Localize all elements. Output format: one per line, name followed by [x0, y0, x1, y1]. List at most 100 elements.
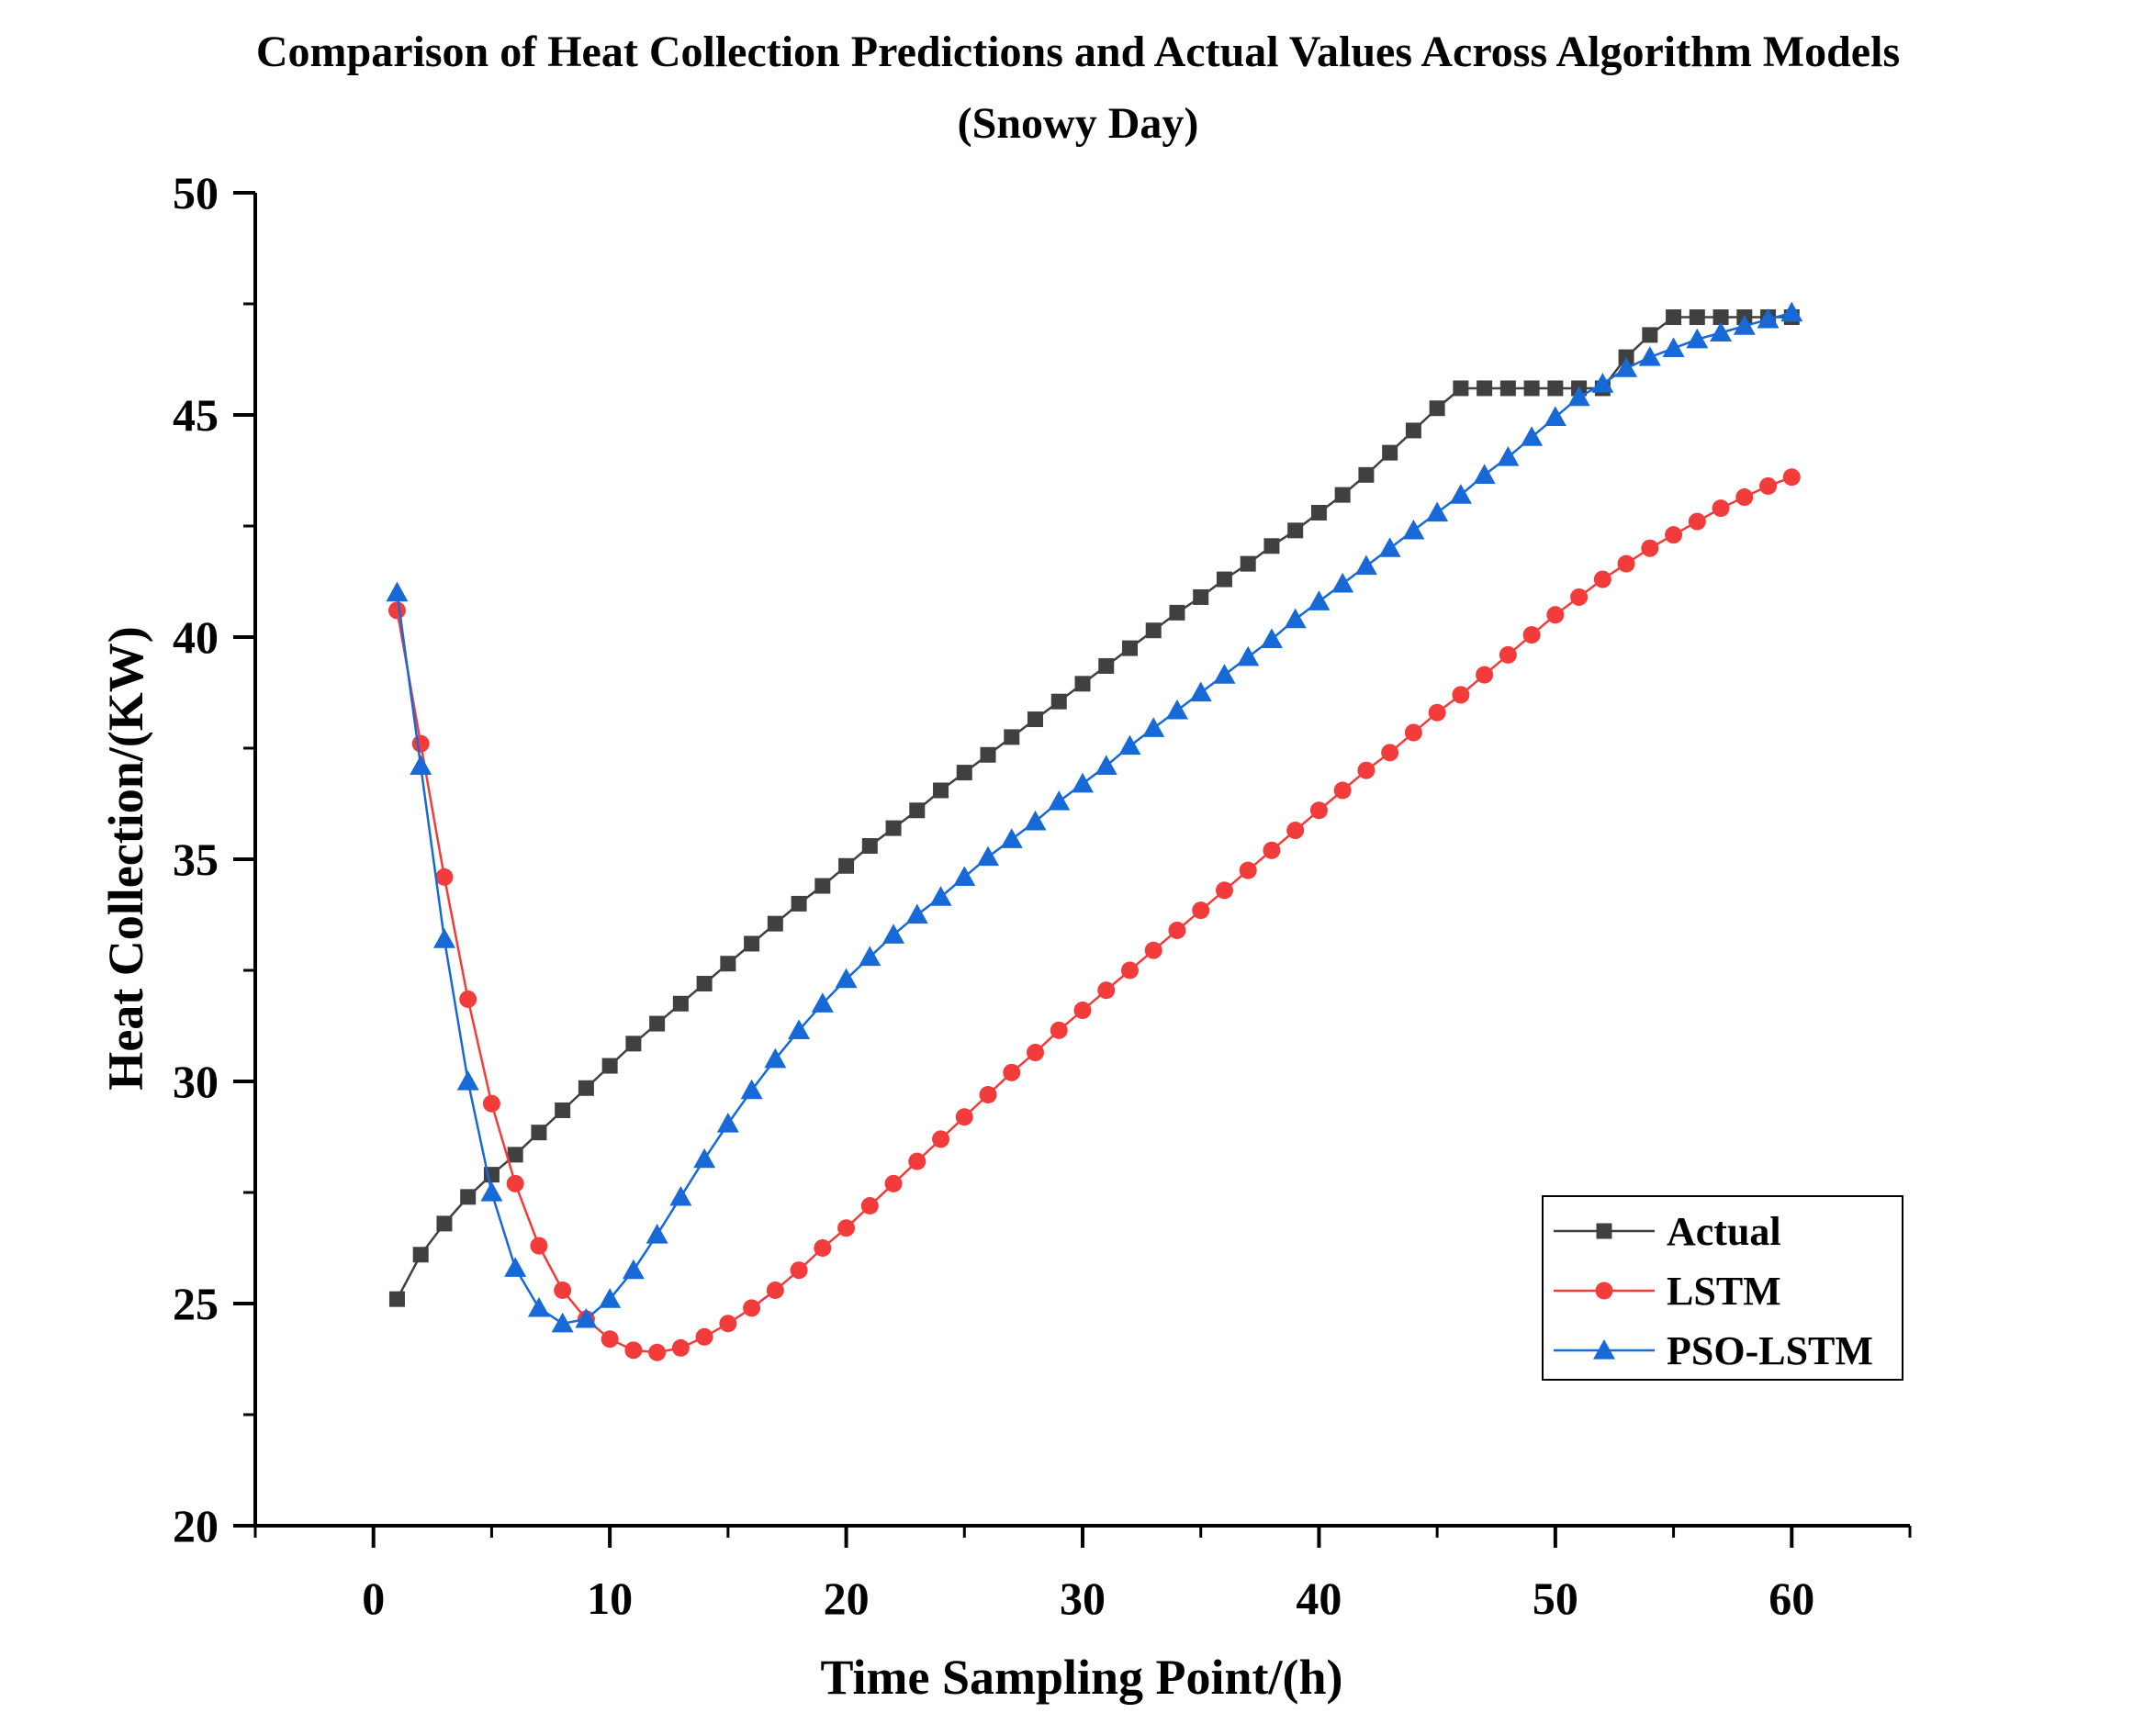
data-point-actual [1477, 380, 1493, 397]
data-point-actual [744, 935, 760, 952]
data-point-lstm [695, 1327, 713, 1346]
data-point-lstm [884, 1174, 903, 1192]
data-point-pso-lstm [456, 1070, 479, 1091]
data-point-actual [1618, 349, 1634, 365]
data-point-lstm [1357, 761, 1376, 779]
series-lstm [387, 468, 1801, 1361]
data-point-pso-lstm [1615, 357, 1638, 377]
data-point-lstm [1381, 744, 1399, 762]
data-point-lstm [530, 1237, 548, 1255]
data-point-actual [1334, 487, 1351, 503]
data-point-pso-lstm [1710, 321, 1733, 342]
data-point-actual [1216, 571, 1232, 588]
data-point-pso-lstm [977, 845, 1000, 867]
data-point-pso-lstm [1118, 734, 1141, 756]
data-point-pso-lstm [1308, 590, 1331, 610]
data-point-pso-lstm [1213, 664, 1236, 684]
legend-marker [1593, 1339, 1615, 1360]
x-tick-label: 30 [1060, 1573, 1106, 1624]
data-point-pso-lstm [1544, 406, 1566, 427]
data-point-actual [412, 1247, 429, 1263]
data-point-lstm [860, 1197, 879, 1215]
data-point-lstm [743, 1299, 761, 1317]
data-point-pso-lstm [1354, 554, 1377, 576]
data-point-pso-lstm [551, 1312, 574, 1333]
data-point-actual [1240, 555, 1256, 572]
series-line-pso-lstm [396, 311, 1792, 1326]
data-point-lstm [908, 1152, 926, 1170]
data-point-lstm [1003, 1063, 1021, 1081]
data-point-lstm [979, 1086, 997, 1104]
data-point-lstm [624, 1341, 643, 1360]
data-point-pso-lstm [1048, 790, 1071, 811]
data-point-pso-lstm [1473, 464, 1496, 484]
data-point-lstm [1027, 1044, 1045, 1062]
data-point-pso-lstm [1000, 828, 1023, 848]
data-point-lstm [1665, 526, 1683, 544]
data-point-lstm [1404, 723, 1422, 742]
data-point-lstm [955, 1108, 973, 1126]
x-tick-label: 60 [1769, 1573, 1814, 1624]
data-point-pso-lstm [1497, 445, 1520, 466]
data-point-actual [1074, 676, 1091, 692]
legend-item-pso-lstm: PSO-LSTM [1554, 1328, 1873, 1373]
data-point-actual [625, 1036, 642, 1052]
legend-label: LSTM [1667, 1269, 1781, 1314]
data-point-actual [436, 1215, 453, 1232]
data-point-pso-lstm [929, 886, 952, 906]
y-tick-label: 35 [173, 834, 219, 885]
data-point-lstm [1735, 488, 1754, 507]
data-point-lstm [435, 868, 454, 886]
data-point-actual [388, 1291, 405, 1307]
data-point-pso-lstm [1331, 572, 1354, 593]
data-point-actual [672, 995, 689, 1012]
data-point-actual [1712, 309, 1729, 326]
data-point-lstm [648, 1343, 667, 1361]
data-point-pso-lstm [1189, 681, 1212, 702]
data-point-actual [460, 1189, 477, 1205]
x-tick-label: 50 [1533, 1573, 1578, 1624]
legend: Actual LSTM PSO-LSTM [1542, 1195, 1903, 1381]
data-point-actual [1310, 504, 1327, 521]
chart-title: Comparison of Heat Collection Prediction… [256, 28, 1900, 76]
data-point-lstm [1168, 921, 1186, 939]
data-point-lstm [1263, 841, 1281, 859]
data-point-pso-lstm [693, 1147, 716, 1169]
data-point-actual [1169, 604, 1185, 621]
data-point-lstm [1782, 468, 1801, 487]
data-point-lstm [932, 1130, 950, 1148]
data-point-pso-lstm [504, 1257, 527, 1277]
data-point-lstm [482, 1094, 500, 1113]
x-tick-label: 10 [587, 1573, 633, 1624]
data-point-actual [1547, 380, 1564, 397]
data-point-actual [838, 857, 855, 874]
axes: 0 10 20 30 40 50 60 20 25 30 35 40 45 50 [173, 167, 1912, 1624]
data-point-pso-lstm [882, 924, 905, 944]
legend-label: Actual [1667, 1209, 1781, 1254]
data-point-lstm [1759, 476, 1778, 495]
data-point-actual [767, 915, 783, 932]
data-point-pso-lstm [1378, 537, 1401, 557]
data-point-pso-lstm [1237, 645, 1260, 666]
data-point-actual [885, 820, 902, 836]
data-point-pso-lstm [622, 1259, 645, 1280]
data-point-pso-lstm [1260, 628, 1283, 649]
data-point-lstm [1286, 822, 1305, 840]
x-tick-label: 20 [824, 1573, 870, 1624]
data-point-actual [1382, 444, 1398, 461]
data-point-lstm [601, 1330, 619, 1349]
data-point-actual [1358, 466, 1375, 483]
data-point-pso-lstm [1686, 328, 1709, 349]
data-point-actual [507, 1147, 523, 1163]
series-pso-lstm [386, 301, 1803, 1333]
legend-item-actual: Actual [1554, 1209, 1781, 1254]
data-point-actual [1453, 380, 1469, 397]
data-point-lstm [1617, 554, 1635, 573]
data-point-pso-lstm [1662, 337, 1685, 357]
data-point-pso-lstm [1402, 519, 1425, 540]
data-point-pso-lstm [599, 1288, 622, 1308]
data-point-pso-lstm [386, 581, 409, 602]
data-point-actual [1050, 693, 1067, 710]
data-point-lstm [1570, 588, 1589, 606]
data-point-pso-lstm [1567, 386, 1590, 407]
